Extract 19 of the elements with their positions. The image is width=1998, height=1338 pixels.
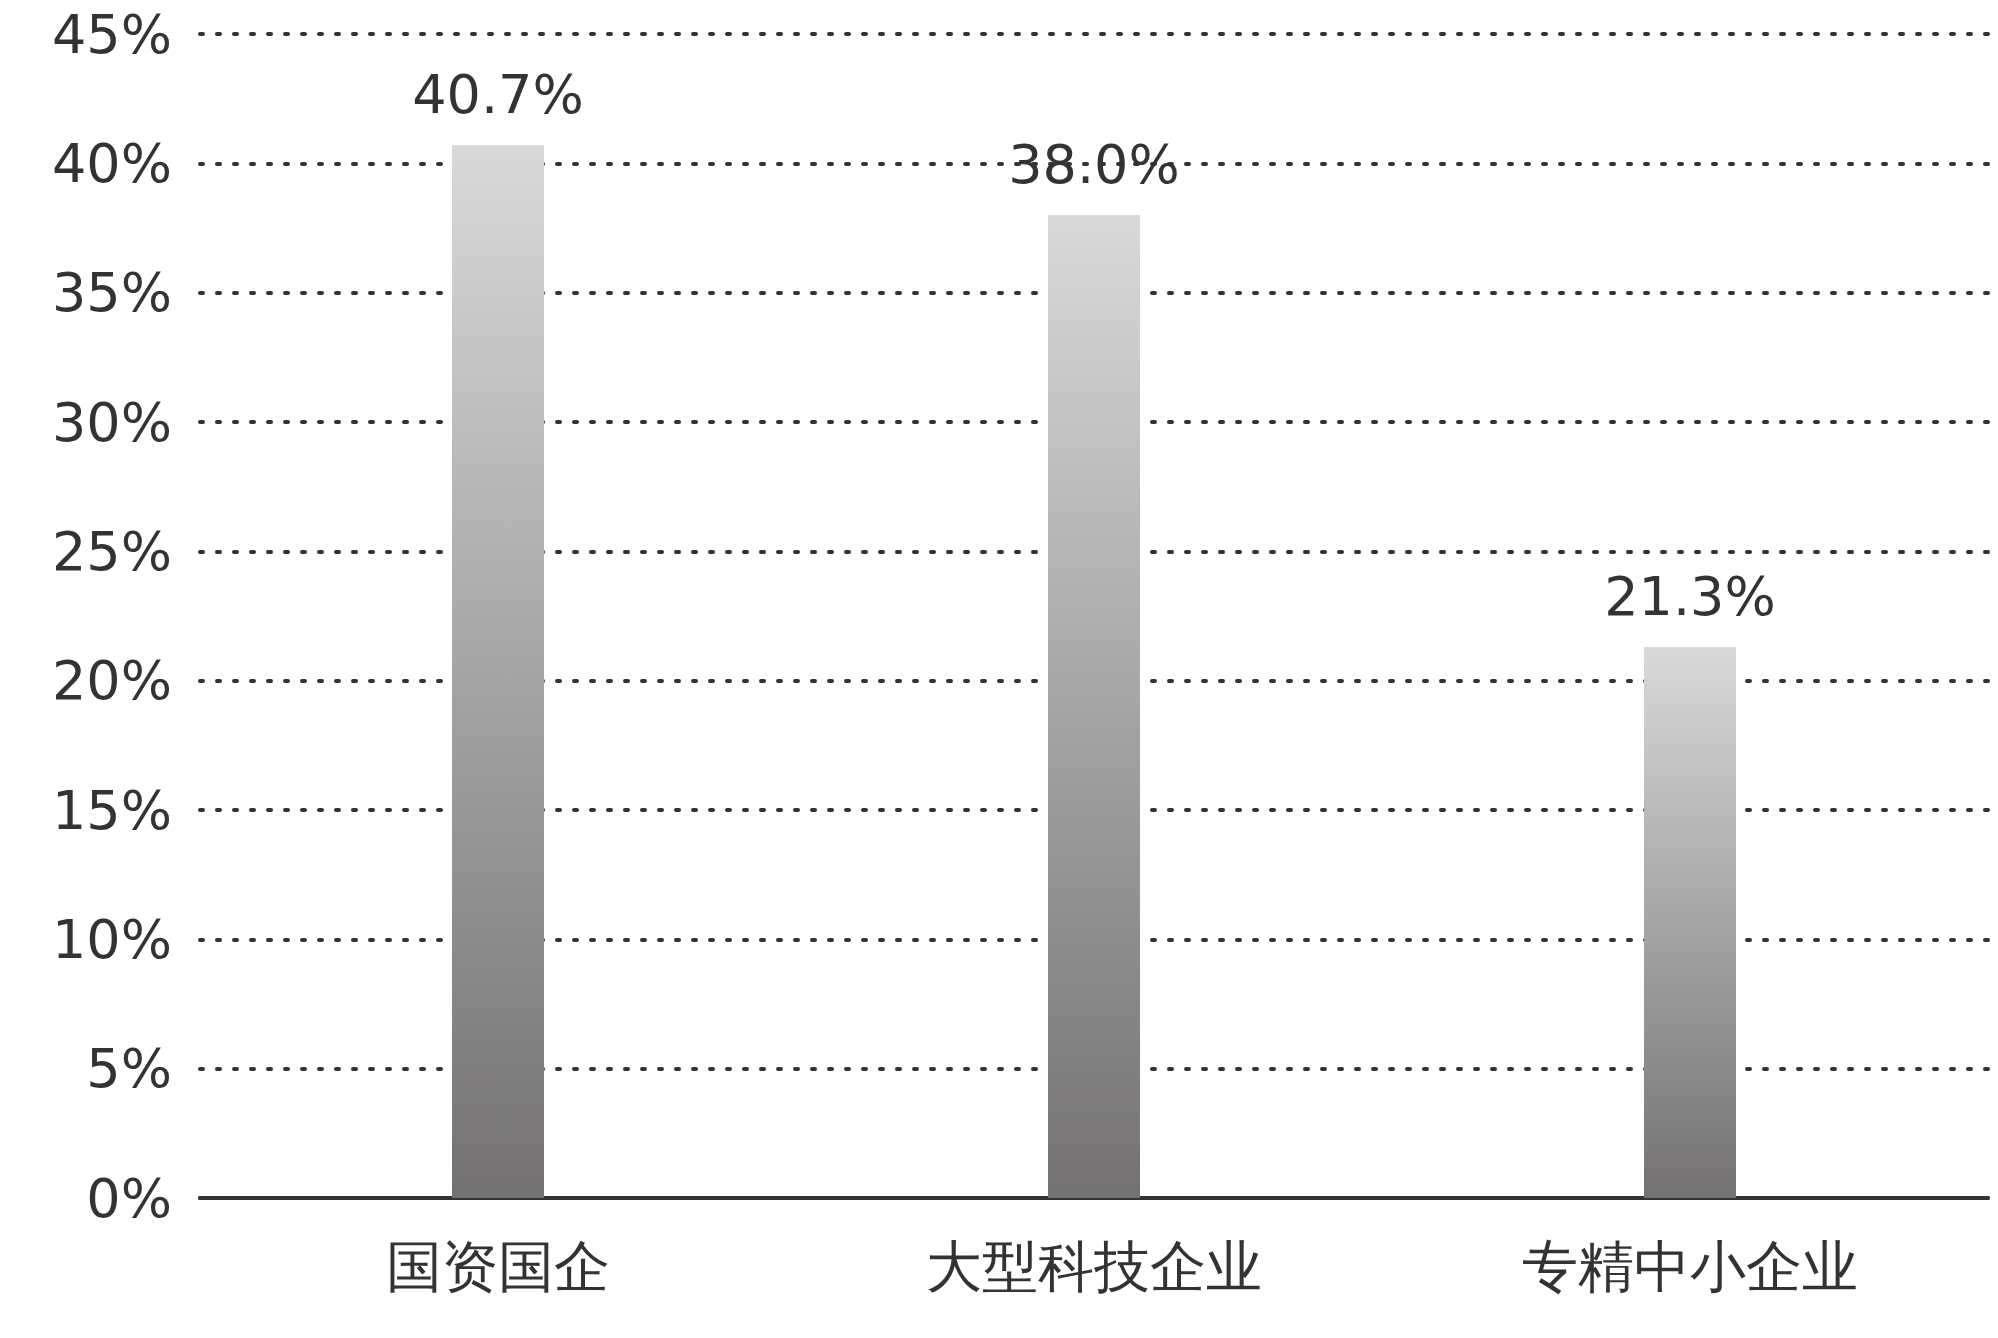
bar <box>452 145 544 1198</box>
x-tick-label: 专精中小企业 <box>1522 1233 1858 1299</box>
x-tick-label: 国资国企 <box>386 1233 610 1299</box>
y-tick-label: 25% <box>51 519 172 583</box>
data-label: 21.3% <box>1604 564 1776 628</box>
y-tick-label: 45% <box>51 2 172 66</box>
y-tick-label: 35% <box>51 261 172 325</box>
y-tick-label: 10% <box>51 907 172 971</box>
data-label: 40.7% <box>412 62 584 126</box>
data-label: 38.0% <box>1008 132 1180 196</box>
bar <box>1048 215 1140 1198</box>
y-tick-label: 0% <box>86 1166 172 1230</box>
y-tick-label: 15% <box>51 778 172 842</box>
y-tick-label: 5% <box>86 1037 172 1101</box>
y-tick-label: 40% <box>51 131 172 195</box>
y-tick-label: 20% <box>51 649 172 713</box>
y-tick-label: 30% <box>51 390 172 454</box>
bar <box>1644 647 1736 1198</box>
x-tick-label: 大型科技企业 <box>926 1233 1262 1299</box>
